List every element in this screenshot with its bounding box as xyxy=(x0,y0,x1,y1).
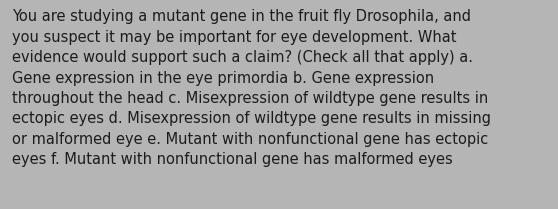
Text: You are studying a mutant gene in the fruit fly Drosophila, and
you suspect it m: You are studying a mutant gene in the fr… xyxy=(12,9,491,167)
